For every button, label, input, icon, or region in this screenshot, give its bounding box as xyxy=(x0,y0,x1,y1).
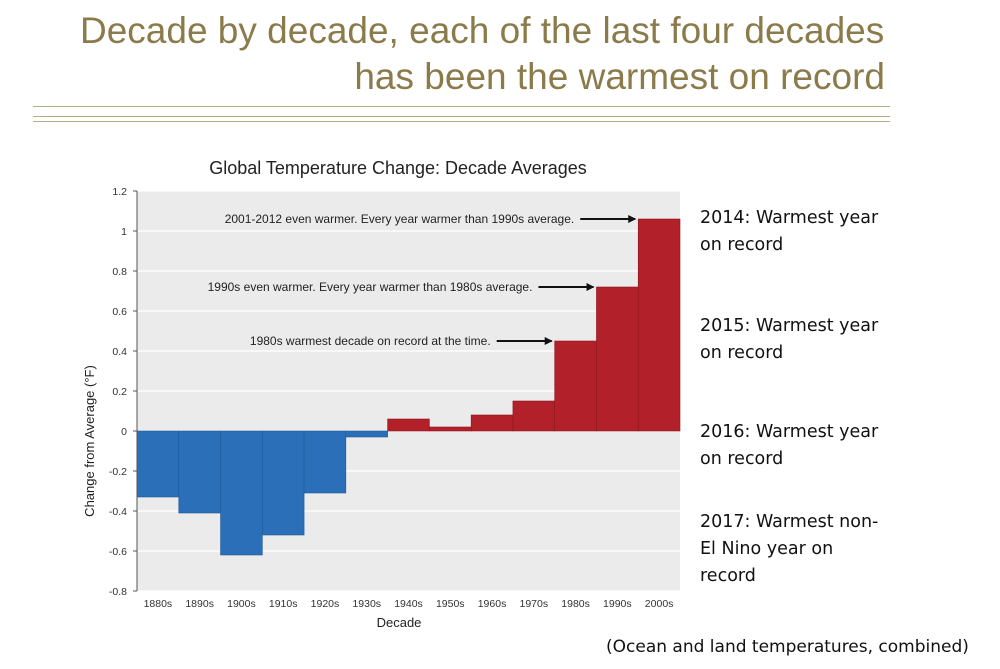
bar-1960s xyxy=(470,414,514,432)
y-tick-label: 0 xyxy=(121,426,127,438)
x-tick-label: 1960s xyxy=(478,598,507,610)
bar-1980s xyxy=(554,340,597,432)
y-tick-label: 0.6 xyxy=(112,306,127,318)
bar-2000s xyxy=(637,218,681,432)
chart-title: Global Temperature Change: Decade Averag… xyxy=(209,158,587,178)
title-rule-middle xyxy=(33,116,890,117)
y-tick-label: 0.4 xyxy=(112,346,127,358)
slide-title: Decade by decade, each of the last four … xyxy=(40,8,885,100)
x-tick-label: 1970s xyxy=(520,598,549,610)
x-tick-label: 2000s xyxy=(645,598,674,610)
bar-1910s xyxy=(262,430,305,536)
bar-1930s xyxy=(345,430,388,438)
x-tick-label: 1900s xyxy=(227,598,256,610)
slide-title-line-1: Decade by decade, each of the last four … xyxy=(80,10,885,51)
y-tick-label: -0.6 xyxy=(109,546,127,558)
side-note-2017: 2017: Warmest non-El Nino year on record xyxy=(700,512,879,586)
x-tick-label: 1880s xyxy=(144,598,173,610)
x-tick-label: 1950s xyxy=(436,598,465,610)
bar-1900s xyxy=(220,430,263,556)
side-note-2014: 2014: Warmest year on record xyxy=(700,208,879,255)
bar-1880s xyxy=(136,430,180,498)
side-note-2016: 2016: Warmest year on record xyxy=(700,422,879,469)
annotation-text: 1990s even warmer. Every year warmer tha… xyxy=(208,280,533,294)
x-tick-label: 1980s xyxy=(561,598,590,610)
bar-1920s xyxy=(303,430,347,494)
footnote: (Ocean and land temperatures, combined) xyxy=(606,637,969,657)
bar-1970s xyxy=(512,400,555,432)
y-tick-label: -0.4 xyxy=(109,506,127,518)
annotation-text: 2001-2012 even warmer. Every year warmer… xyxy=(225,212,575,226)
x-tick-label: 1940s xyxy=(394,598,423,610)
y-tick-label: -0.2 xyxy=(109,466,127,478)
x-tick-label: 1910s xyxy=(269,598,298,610)
x-axis-ticks: 1880s 1890s 1900s 1910s 1920s 1930s 1940s 1950s… xyxy=(144,598,674,610)
x-tick-label: 1890s xyxy=(185,598,214,610)
annotation-text: 1980s warmest decade on record at the ti… xyxy=(250,334,491,348)
x-tick-label: 1990s xyxy=(603,598,632,610)
y-axis-label: Change from Average (°F) xyxy=(82,365,97,517)
y-tick-label: 1.2 xyxy=(112,186,127,198)
y-tick-label: 0.8 xyxy=(112,266,127,278)
bar-1950s xyxy=(429,426,472,432)
bars xyxy=(136,218,681,556)
y-tick-label: -0.8 xyxy=(109,586,127,598)
x-tick-label: 1920s xyxy=(311,598,340,610)
y-tick-label: 0.2 xyxy=(112,386,127,398)
annotations: 2001-2012 even warmer. Every year warmer… xyxy=(208,212,637,348)
bar-1990s xyxy=(596,286,639,432)
y-axis-ticks: 1.2 1 0.8 0.6 0.4 0.2 0 -0.2 -0.4 -0.6 -0.8 xyxy=(109,186,137,598)
slide-title-line-2: has been the warmest on record xyxy=(354,56,885,97)
x-tick-label: 1930s xyxy=(352,598,381,610)
y-tick-label: 1 xyxy=(121,226,127,238)
title-rule-top xyxy=(33,106,890,107)
bar-1940s xyxy=(387,418,430,432)
bar-1890s xyxy=(178,430,221,514)
x-axis-label: Decade xyxy=(377,615,422,630)
title-rule-bottom xyxy=(33,121,890,122)
side-note-2015: 2015: Warmest year on record xyxy=(700,316,879,363)
